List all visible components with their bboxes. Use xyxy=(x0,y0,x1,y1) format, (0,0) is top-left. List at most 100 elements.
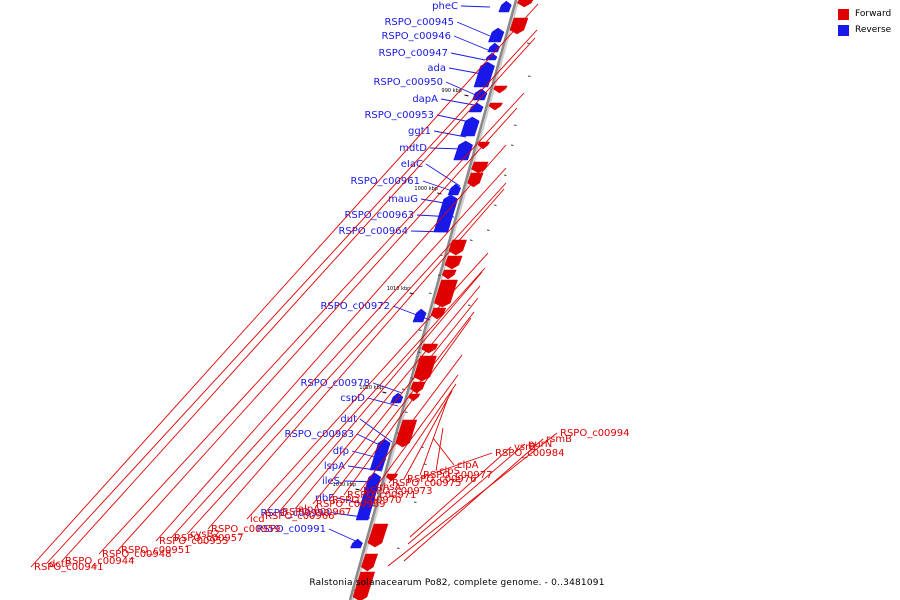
gene-leader-line xyxy=(419,397,449,476)
gene-leader-line xyxy=(98,92,525,555)
gene-leader-line xyxy=(261,267,486,517)
gene-leader-line xyxy=(359,354,463,492)
gene-label: RSPO_c00966 xyxy=(265,511,335,522)
gene-leader-line xyxy=(170,167,507,539)
forward-gene xyxy=(421,343,439,354)
gene-label: RSPO_c00957 xyxy=(174,533,244,544)
axis-dash xyxy=(401,388,405,390)
gene-label: RSPO_c00970 xyxy=(332,495,402,506)
gene-label: RSPO_c00969 xyxy=(316,499,386,510)
gene-leader-line xyxy=(117,107,518,551)
tick-mark xyxy=(355,488,360,491)
forward-gene xyxy=(444,255,463,270)
axis-dash xyxy=(527,75,531,77)
gene-leader-line xyxy=(433,130,467,138)
forward-gene xyxy=(516,0,534,8)
gene-label: alpA xyxy=(298,504,320,515)
tick-label: 1030 kbp xyxy=(333,482,357,488)
gene-leader-line xyxy=(407,443,526,545)
gene-leader-line xyxy=(448,67,483,75)
gene-leader-line xyxy=(332,512,371,519)
gene-leader-line xyxy=(356,433,389,450)
gene-label: RSPO_c00959 xyxy=(211,524,281,535)
gene-label: ggt1 xyxy=(408,126,431,137)
gene-leader-line xyxy=(425,163,461,187)
gene-leader-line xyxy=(342,480,381,483)
gene-label: RSPO_c00951 xyxy=(121,545,191,556)
axis-dash xyxy=(526,42,530,44)
gene-label: RSPO_c00977 xyxy=(423,470,493,481)
genome-axis xyxy=(348,0,518,600)
gene-leader-line xyxy=(375,374,459,488)
gene-leader-line xyxy=(435,427,444,472)
gene-label: RSPO_c00983 xyxy=(284,429,354,440)
gene-label: vsrB xyxy=(514,442,536,453)
gene-label: icd xyxy=(250,514,265,525)
forward-gene xyxy=(413,355,437,382)
gene-label: dfp xyxy=(333,446,349,457)
gene-label: RSPO_c00994 xyxy=(560,428,630,439)
gene-label: pheC xyxy=(432,1,458,12)
axis-dash xyxy=(437,274,441,276)
reverse-gene xyxy=(412,308,427,323)
gene-label: RSPO_c00972 xyxy=(320,301,390,312)
axis-dash xyxy=(513,124,517,126)
gene-leader-line xyxy=(453,35,489,51)
gene-leader-line xyxy=(328,528,361,544)
gene-label: RSPO_c00975 xyxy=(392,478,462,489)
tick-mark xyxy=(464,94,469,97)
axis-dash xyxy=(486,229,490,231)
gene-label: dapA xyxy=(412,94,438,105)
gene-leader-line xyxy=(456,21,491,37)
gene-leader-line xyxy=(422,180,459,194)
gene-leader-line xyxy=(403,390,453,480)
gene-label: clpS xyxy=(439,466,460,477)
gene-leader-line xyxy=(388,383,457,484)
axis-dash xyxy=(396,547,400,549)
gene-leader-line xyxy=(207,188,505,530)
gene-leader-line xyxy=(403,438,544,562)
gene-label: rsmB xyxy=(546,434,572,445)
forward-gene xyxy=(488,102,503,111)
reverse-gene xyxy=(487,42,501,53)
tick-label: 1000 kbp xyxy=(414,186,438,192)
gene-leader-line xyxy=(347,465,383,472)
gene-label: cspD xyxy=(340,393,365,404)
gene-leader-line xyxy=(328,311,475,501)
reverse-gene xyxy=(355,472,382,521)
gene-label: RSPO_c00990 xyxy=(260,508,330,519)
gene-label: RSPO_c00976 xyxy=(407,474,477,485)
gene-label: RSPO_c00984 xyxy=(495,448,565,459)
axis-dash xyxy=(428,292,432,294)
forward-gene xyxy=(430,307,447,320)
gene-leader-line xyxy=(416,214,455,218)
gene-leader-line xyxy=(409,446,512,538)
gene-leader-line xyxy=(387,432,558,567)
forward-gene xyxy=(493,85,508,94)
gene-label: mauG xyxy=(388,194,418,205)
gene-label: RSPO_c00950 xyxy=(373,77,443,88)
gene-leader-line xyxy=(351,450,387,461)
gene-leader-line xyxy=(450,52,486,61)
reverse-gene xyxy=(350,538,363,549)
gene-label: eIaC xyxy=(401,159,423,170)
gene-leader-line xyxy=(246,252,489,520)
gene-leader-line xyxy=(359,418,393,443)
gene-leader-line xyxy=(186,182,507,535)
gene-label: dctP xyxy=(49,559,71,570)
axis-dash xyxy=(510,144,514,146)
axis-dash xyxy=(467,304,471,306)
gene-leader-line xyxy=(432,437,455,466)
gene-leader-line xyxy=(336,497,375,507)
forward-gene xyxy=(385,473,399,482)
gene-label: rhsA xyxy=(379,482,401,493)
gene-leader-line xyxy=(343,317,472,496)
axis-dash xyxy=(503,174,507,176)
gene-label: RSPO_c00961 xyxy=(350,176,420,187)
reverse-gene xyxy=(453,140,474,161)
gene-label: RSPO_c00953 xyxy=(364,110,434,121)
reverse-gene xyxy=(460,116,480,137)
forward-gene xyxy=(448,239,467,256)
gene-label: purN xyxy=(528,439,552,450)
